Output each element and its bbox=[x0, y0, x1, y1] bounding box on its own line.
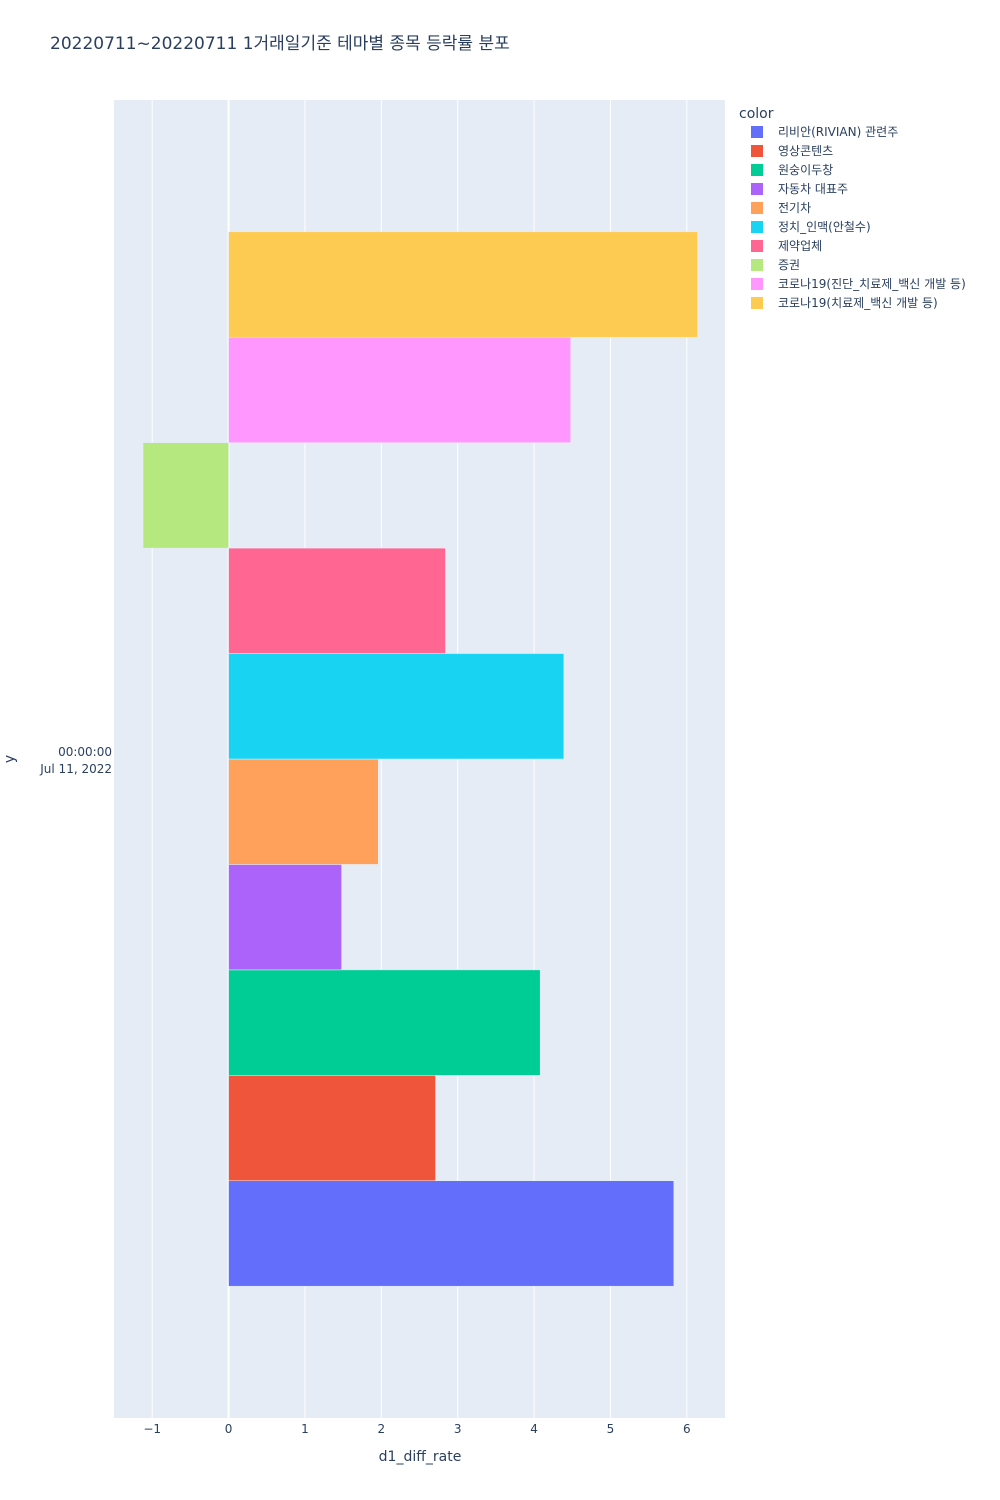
legend-swatch[interactable] bbox=[751, 145, 763, 157]
x-tick-label: 2 bbox=[377, 1422, 385, 1436]
bar[interactable] bbox=[228, 864, 342, 971]
legend-title: color bbox=[739, 106, 774, 122]
bar[interactable] bbox=[228, 969, 541, 1076]
legend-item-label[interactable]: 증권 bbox=[778, 258, 800, 272]
bar[interactable] bbox=[228, 1075, 436, 1182]
legend-item-label[interactable]: 코로나19(치료제_백신 개발 등) bbox=[778, 296, 938, 310]
legend-item-label[interactable]: 전기차 bbox=[778, 201, 811, 215]
bar[interactable] bbox=[142, 442, 229, 549]
bar[interactable] bbox=[228, 653, 565, 760]
bar[interactable] bbox=[228, 758, 379, 865]
legend-swatch[interactable] bbox=[751, 259, 763, 271]
x-tick-labels: −1 0 1 2 3 4 5 6 bbox=[143, 1422, 690, 1436]
chart-title: 20220711~20220711 1거래일기준 테마별 종목 등락률 분포 bbox=[50, 34, 510, 54]
legend-swatch[interactable] bbox=[751, 202, 763, 214]
x-tick-label: −1 bbox=[143, 1422, 161, 1436]
legend-item-label[interactable]: 코로나19(진단_치료제_백신 개발 등) bbox=[778, 277, 966, 291]
legend-item-label[interactable]: 영상콘텐츠 bbox=[778, 144, 833, 158]
legend-swatch[interactable] bbox=[751, 240, 763, 252]
x-tick-label: 5 bbox=[607, 1422, 615, 1436]
legend-swatch[interactable] bbox=[751, 164, 763, 176]
legend-item-label[interactable]: 제약업체 bbox=[778, 238, 822, 253]
x-tick-label: 3 bbox=[454, 1422, 462, 1436]
legend-swatch[interactable] bbox=[751, 183, 763, 195]
legend-swatch[interactable] bbox=[751, 221, 763, 233]
bar[interactable] bbox=[228, 1180, 675, 1287]
bars bbox=[142, 231, 698, 1287]
bar[interactable] bbox=[228, 231, 698, 338]
y-tick-label-date: Jul 11, 2022 bbox=[39, 762, 112, 776]
x-tick-label: 1 bbox=[301, 1422, 309, 1436]
legend-swatch[interactable] bbox=[751, 297, 763, 309]
legend-swatch[interactable] bbox=[751, 278, 763, 290]
x-tick-label: 6 bbox=[683, 1422, 691, 1436]
x-tick-label: 0 bbox=[225, 1422, 233, 1436]
y-tick-label-time: 00:00:00 bbox=[58, 745, 112, 759]
x-tick-label: 4 bbox=[530, 1422, 538, 1436]
y-axis-title: y bbox=[2, 755, 18, 763]
legend-item-label[interactable]: 리비안(RIVIAN) 관련주 bbox=[778, 125, 898, 139]
bar[interactable] bbox=[228, 336, 571, 443]
legend-item-label[interactable]: 자동차 대표주 bbox=[778, 182, 848, 196]
x-axis-title: d1_diff_rate bbox=[379, 1449, 462, 1465]
legend-swatch[interactable] bbox=[751, 126, 763, 138]
bar[interactable] bbox=[228, 547, 446, 654]
legend-item-label[interactable]: 원숭이두창 bbox=[778, 163, 833, 177]
legend-item-label[interactable]: 정치_인맥(안철수) bbox=[778, 220, 871, 234]
